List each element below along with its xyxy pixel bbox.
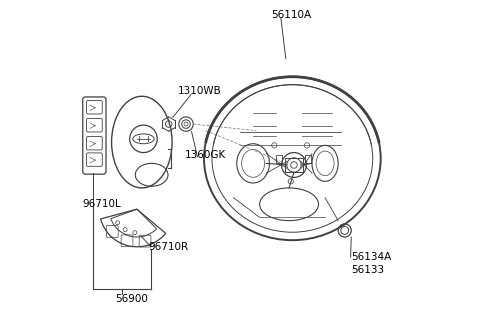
Text: 56134A: 56134A bbox=[351, 251, 392, 262]
Text: 1310WB: 1310WB bbox=[178, 86, 222, 96]
Text: 96710R: 96710R bbox=[148, 242, 189, 252]
Text: 56900: 56900 bbox=[115, 294, 148, 304]
Text: 56133: 56133 bbox=[351, 265, 384, 275]
Text: 56110A: 56110A bbox=[271, 10, 311, 20]
Text: 96710L: 96710L bbox=[82, 199, 121, 209]
Text: 1360GK: 1360GK bbox=[184, 150, 226, 160]
